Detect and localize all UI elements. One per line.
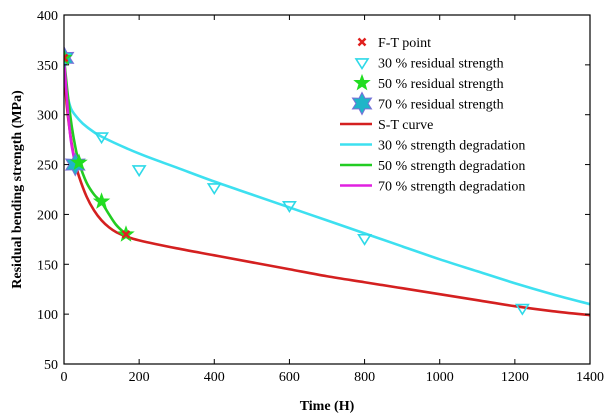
legend-item-s-t-curve: S-T curve <box>340 118 433 133</box>
point-50-pct-residual-strength-2 <box>92 192 111 209</box>
legend-label: S-T curve <box>378 118 433 133</box>
legend-item-50-pct-residual-strength: 50 % residual strength <box>353 73 504 92</box>
legend: F-T point 30 % residual strength 50 % resi… <box>340 36 525 195</box>
legend-label: 30 % residual strength <box>378 57 504 72</box>
point-f-t-point-1 <box>121 229 131 239</box>
axes: 0 200 400 600 800 1000 1200 1400 50 100 150 200 250 3… <box>10 9 604 414</box>
point-f-t-point-0 <box>64 53 69 63</box>
legend-item-50-pct-strength-degradation: 50 % strength degradation <box>340 159 525 174</box>
legend-marker-50-pct-residual-strength <box>353 73 371 91</box>
x-tick-label: 0 <box>61 370 68 385</box>
point-30-pct-residual-strength-5 <box>357 233 373 246</box>
line-30-pct-strength-degradation <box>64 56 590 306</box>
x-tick-label: 200 <box>129 370 150 385</box>
axes-frame <box>63 14 591 365</box>
x-tick-label: 1200 <box>501 370 529 385</box>
legend-label: 30 % strength degradation <box>378 139 525 154</box>
line-50-pct-strength-degradation <box>64 56 128 236</box>
legend-label: 70 % strength degradation <box>378 180 525 195</box>
x-tick-label: 1400 <box>576 370 604 385</box>
point-30-pct-residual-strength-6 <box>514 303 530 316</box>
point-30-pct-residual-strength-2 <box>131 165 147 178</box>
legend-marker-f-t-point <box>357 37 367 47</box>
legend-item-70-pct-residual-strength: 70 % residual strength <box>351 91 504 116</box>
legend-item-f-t-point: F-T point <box>357 36 431 51</box>
y-tick-label: 300 <box>37 109 58 124</box>
point-50-pct-residual-strength-1 <box>70 153 88 170</box>
x-axis-label: Time (H) <box>300 399 355 414</box>
y-axis-label: Residual bending strength (MPa) <box>10 90 25 289</box>
y-tick-label: 250 <box>37 159 58 174</box>
x-tick-label: 1000 <box>426 370 454 385</box>
point-30-pct-residual-strength-1 <box>94 132 110 145</box>
point-30-pct-residual-strength-4 <box>281 201 297 213</box>
legend-item-30-pct-residual-strength: 30 % residual strength <box>354 57 504 72</box>
legend-label: F-T point <box>378 36 431 51</box>
x-tick-label: 800 <box>354 370 375 385</box>
legend-item-30-pct-strength-degradation: 30 % strength degradation <box>340 139 525 154</box>
legend-label: 50 % residual strength <box>378 77 504 92</box>
legend-marker-30-pct-residual-strength <box>354 58 370 71</box>
legend-label: 70 % residual strength <box>378 98 504 113</box>
legend-label: 50 % strength degradation <box>378 159 525 174</box>
y-tick-label: 350 <box>37 59 58 74</box>
y-tick-label: 200 <box>37 208 58 223</box>
legend-item-70-pct-strength-degradation: 70 % strength degradation <box>340 180 525 195</box>
x-tick-label: 400 <box>204 370 225 385</box>
line-70-pct-strength-degradation <box>64 56 77 166</box>
y-tick-label: 100 <box>37 308 58 323</box>
y-tick-label: 50 <box>44 358 58 373</box>
point-30-pct-residual-strength-3 <box>206 183 222 196</box>
legend-marker-70-pct-residual-strength <box>351 91 373 116</box>
x-tick-label: 600 <box>279 370 300 385</box>
plot-area <box>64 45 590 317</box>
y-tick-label: 400 <box>37 9 58 24</box>
y-tick-label: 150 <box>37 258 58 273</box>
